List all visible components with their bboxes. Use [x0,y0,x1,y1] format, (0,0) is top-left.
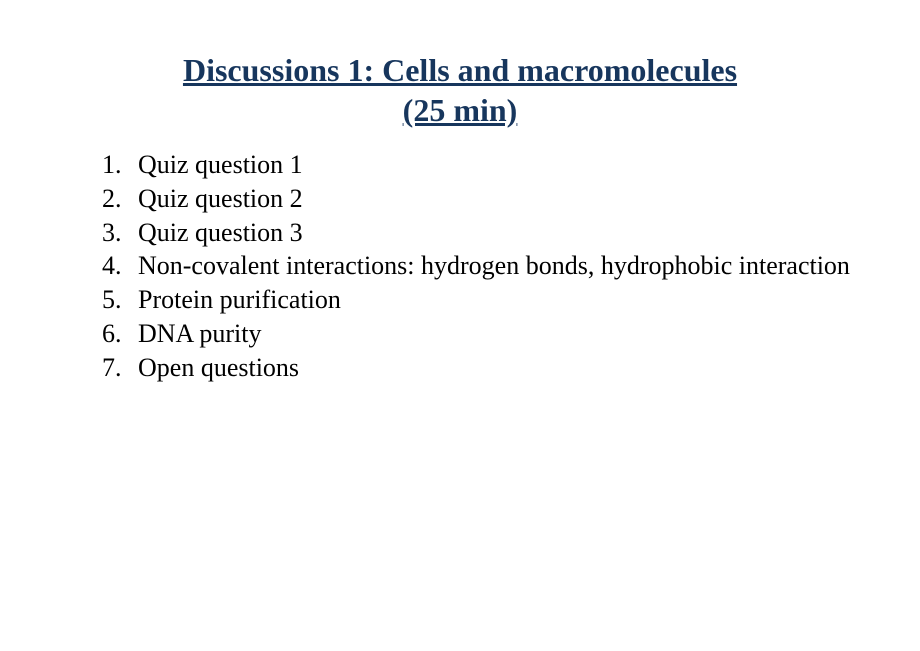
list-item-text: Quiz question 1 [138,150,303,179]
list-item: Quiz question 3 [128,216,850,250]
slide-title: Discussions 1: Cells and macromolecules … [70,50,850,130]
list-item-text: Non-covalent interactions: hydrogen bond… [138,251,850,280]
list-item: Quiz question 1 [128,148,850,182]
list-item-text: Quiz question 2 [138,184,303,213]
list-item-text: DNA purity [138,319,262,348]
title-line-1: Discussions 1: Cells and macromolecules [70,50,850,90]
list-item: Non-covalent interactions: hydrogen bond… [128,249,850,283]
list-item: Open questions [128,351,850,385]
list-item: Protein purification [128,283,850,317]
slide-container: Discussions 1: Cells and macromolecules … [0,0,920,651]
list-item-text: Quiz question 3 [138,218,303,247]
list-item-text: Open questions [138,353,299,382]
list-item: Quiz question 2 [128,182,850,216]
list-item: DNA purity [128,317,850,351]
title-line-2: (25 min) [70,90,850,130]
agenda-list: Quiz question 1 Quiz question 2 Quiz que… [128,148,850,385]
list-item-text: Protein purification [138,285,341,314]
